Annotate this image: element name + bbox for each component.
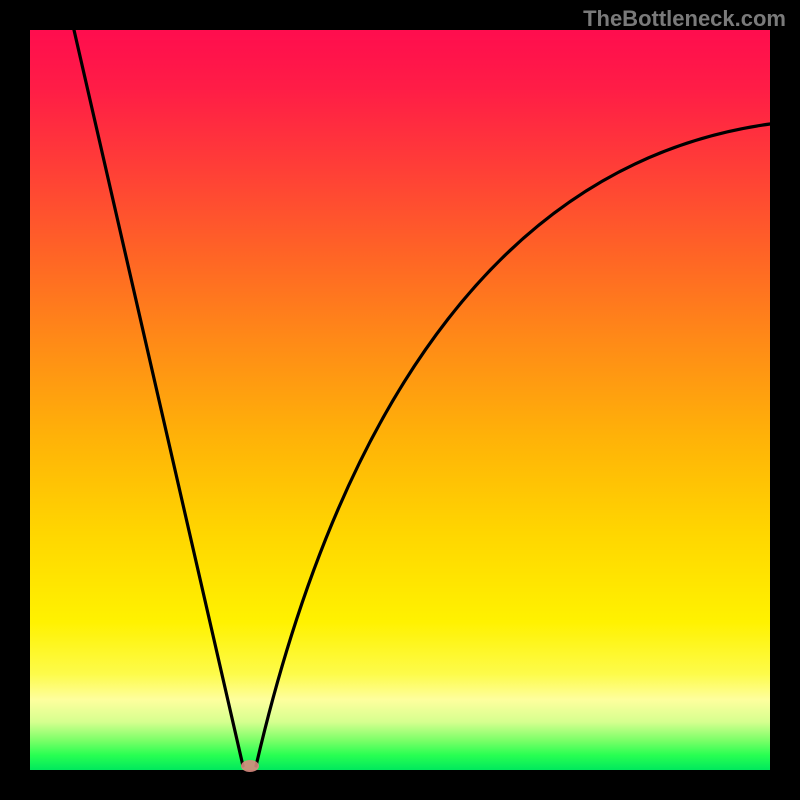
- valley-marker: [241, 760, 259, 772]
- curve-layer: [30, 30, 770, 770]
- watermark-text: TheBottleneck.com: [583, 6, 786, 32]
- curve-left-branch: [74, 30, 243, 766]
- chart-outer-frame: TheBottleneck.com: [0, 0, 800, 800]
- plot-area: [30, 30, 770, 770]
- curve-right-branch: [256, 124, 770, 766]
